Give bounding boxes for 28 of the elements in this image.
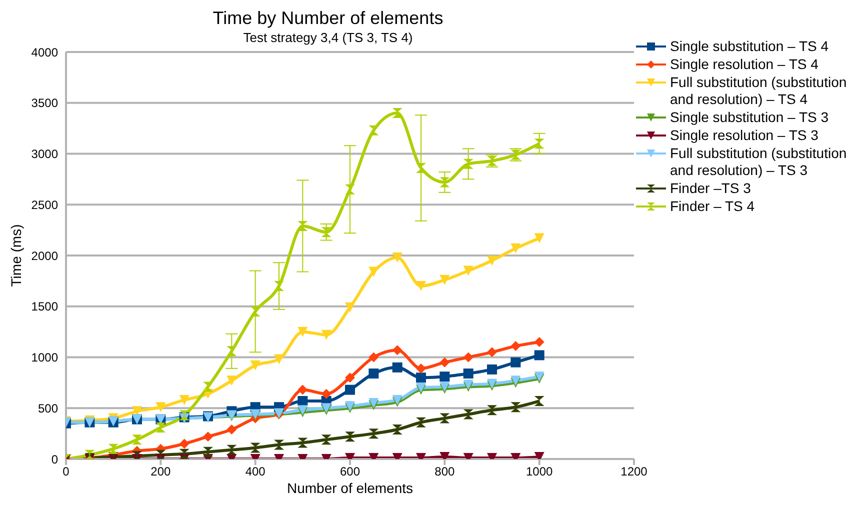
- y-tick-label: 500: [38, 401, 58, 416]
- legend-label: Single resolution – TS 3: [670, 127, 818, 144]
- y-tick-label: 1500: [31, 300, 58, 314]
- y-tick-label: 1000: [31, 350, 58, 365]
- x-tick-label: 400: [245, 464, 266, 479]
- legend-label: Finder –TS 3: [670, 180, 751, 197]
- chart-subtitle: Test strategy 3,4 (TS 3, TS 4): [242, 30, 414, 45]
- y-tick-label: 4000: [31, 45, 58, 60]
- y-tick-label: 3500: [31, 96, 58, 110]
- x-tick-label: 800: [434, 464, 455, 479]
- x-tick-label: 200: [150, 464, 171, 479]
- legend-label: Single substitution – TS 3: [670, 109, 829, 126]
- x-tick-label: 0: [62, 464, 70, 479]
- y-tick-label: 2500: [31, 198, 58, 212]
- legend-label: Single substitution – TS 4: [670, 38, 829, 55]
- legend-label: Finder – TS 4: [670, 198, 755, 215]
- legend-label: Full substitution (substitution and resolution) – TS 4: [670, 74, 848, 108]
- y-tick-label: 2000: [31, 248, 58, 263]
- x-axis-title: Number of elements: [286, 480, 414, 496]
- legend-label: Single resolution – TS 4: [670, 56, 818, 73]
- chart-title: Time by Number of elements: [212, 8, 444, 29]
- x-tick-label: 600: [340, 464, 360, 479]
- legend-label: Full substitution (substitution and resolution) – TS 3: [670, 145, 848, 179]
- y-tick-label: 3000: [31, 147, 58, 162]
- y-axis-title: Time (ms): [8, 224, 24, 287]
- y-tick-label: 0: [51, 452, 58, 466]
- x-tick-label: 1000: [526, 464, 554, 479]
- x-tick-label: 1200: [620, 464, 648, 479]
